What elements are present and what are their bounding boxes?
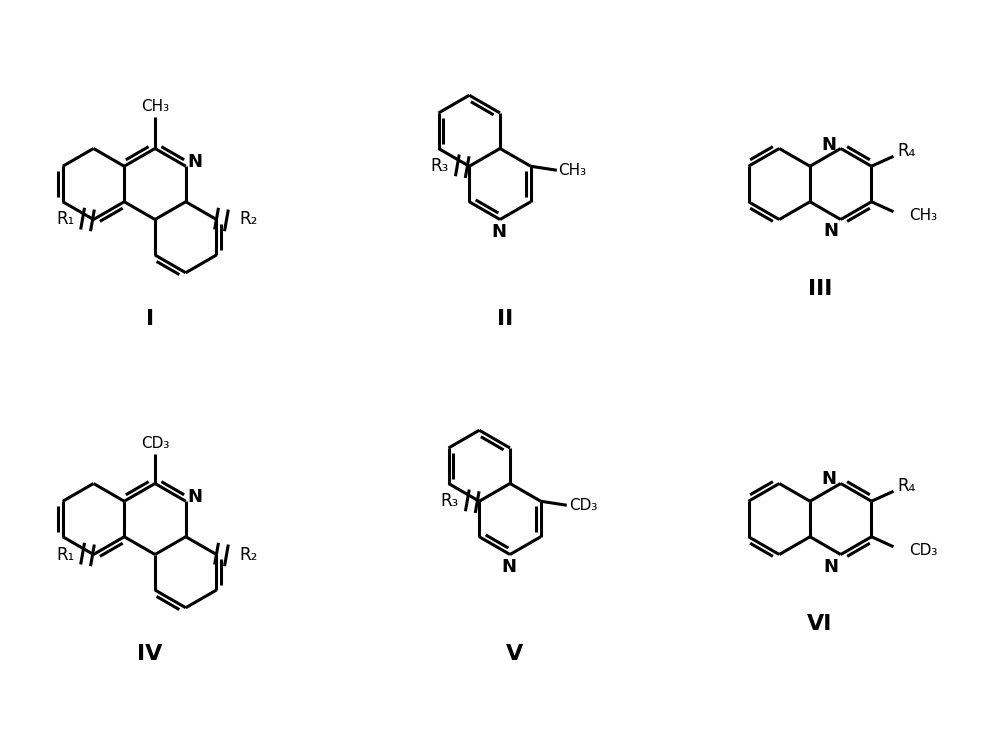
Text: R₄: R₄ [897, 142, 916, 160]
Text: R₁: R₁ [56, 211, 75, 228]
Text: N: N [187, 488, 202, 506]
Text: VI: VI [807, 614, 833, 634]
Text: R₂: R₂ [239, 211, 258, 228]
Text: III: III [808, 279, 832, 299]
Text: N: N [502, 558, 516, 577]
Text: CD₃: CD₃ [570, 498, 598, 512]
Text: N: N [187, 153, 202, 171]
Text: CH₃: CH₃ [558, 163, 586, 178]
Text: IV: IV [137, 644, 163, 664]
Text: R₁: R₁ [56, 545, 75, 564]
Text: N: N [821, 136, 836, 154]
Text: R₂: R₂ [239, 545, 258, 564]
Text: R₃: R₃ [440, 492, 458, 510]
Text: I: I [146, 309, 154, 329]
Text: CH₃: CH₃ [141, 99, 169, 114]
Text: CD₃: CD₃ [141, 436, 169, 451]
Text: N: N [823, 222, 838, 241]
Text: N: N [823, 558, 838, 575]
Text: N: N [821, 470, 836, 488]
Text: II: II [497, 309, 513, 329]
Text: CD₃: CD₃ [909, 543, 938, 558]
Text: R₄: R₄ [897, 477, 916, 495]
Text: N: N [492, 224, 507, 241]
Text: V: V [506, 644, 524, 664]
Text: CH₃: CH₃ [909, 208, 938, 223]
Text: R₃: R₃ [430, 157, 448, 175]
